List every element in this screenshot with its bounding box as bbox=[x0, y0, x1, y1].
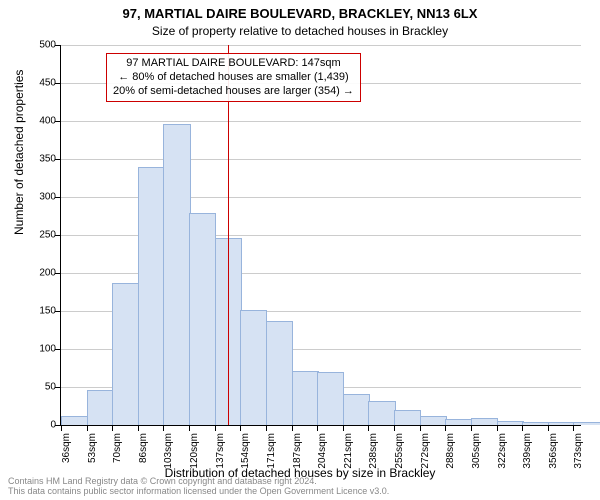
y-tick-label: 250 bbox=[39, 230, 56, 241]
histogram-bar bbox=[548, 422, 575, 425]
y-tick-label: 400 bbox=[39, 116, 56, 127]
footer-line2: This data contains public sector informa… bbox=[8, 487, 389, 497]
x-tick bbox=[292, 425, 293, 431]
histogram-bar bbox=[163, 124, 190, 425]
gridline bbox=[61, 159, 581, 160]
x-tick bbox=[138, 425, 139, 431]
histogram-bar bbox=[61, 416, 88, 425]
gridline bbox=[61, 121, 581, 122]
chart-container: 97, MARTIAL DAIRE BOULEVARD, BRACKLEY, N… bbox=[0, 0, 600, 500]
x-tick bbox=[394, 425, 395, 431]
x-tick bbox=[61, 425, 62, 431]
x-tick bbox=[240, 425, 241, 431]
histogram-bar bbox=[240, 310, 267, 425]
histogram-bar bbox=[112, 283, 139, 425]
y-tick-label: 100 bbox=[39, 344, 56, 355]
annotation-box: 97 MARTIAL DAIRE BOULEVARD: 147sqm← 80% … bbox=[106, 53, 361, 102]
x-tick bbox=[497, 425, 498, 431]
y-tick-label: 300 bbox=[39, 192, 56, 203]
x-tick bbox=[522, 425, 523, 431]
x-tick bbox=[215, 425, 216, 431]
x-tick bbox=[163, 425, 164, 431]
annotation-line2: ← 80% of detached houses are smaller (1,… bbox=[113, 71, 354, 85]
y-tick-label: 500 bbox=[39, 40, 56, 51]
histogram-bar bbox=[317, 372, 344, 425]
x-tick bbox=[420, 425, 421, 431]
x-tick bbox=[368, 425, 369, 431]
x-tick bbox=[317, 425, 318, 431]
histogram-bar bbox=[189, 213, 216, 425]
annotation-line3: 20% of semi-detached houses are larger (… bbox=[113, 85, 354, 99]
histogram-bar bbox=[445, 419, 472, 425]
footer-attribution: Contains HM Land Registry data © Crown c… bbox=[8, 477, 389, 497]
histogram-bar bbox=[292, 371, 319, 425]
annotation-line1: 97 MARTIAL DAIRE BOULEVARD: 147sqm bbox=[113, 57, 354, 71]
x-tick bbox=[266, 425, 267, 431]
gridline bbox=[61, 45, 581, 46]
histogram-bar bbox=[343, 394, 370, 425]
histogram-bar bbox=[522, 422, 549, 425]
y-tick-label: 0 bbox=[50, 420, 56, 431]
chart-title-sub: Size of property relative to detached ho… bbox=[0, 24, 600, 38]
x-tick bbox=[343, 425, 344, 431]
histogram-bar bbox=[368, 401, 395, 425]
y-tick-label: 150 bbox=[39, 306, 56, 317]
histogram-bar bbox=[394, 410, 421, 425]
x-tick bbox=[445, 425, 446, 431]
y-tick-label: 450 bbox=[39, 78, 56, 89]
histogram-bar bbox=[573, 422, 600, 425]
y-tick-label: 200 bbox=[39, 268, 56, 279]
x-tick bbox=[87, 425, 88, 431]
x-tick bbox=[548, 425, 549, 431]
y-tick-label: 50 bbox=[45, 382, 56, 393]
histogram-bar bbox=[471, 418, 498, 425]
y-tick-label: 350 bbox=[39, 154, 56, 165]
histogram-bar bbox=[497, 421, 524, 425]
x-tick bbox=[471, 425, 472, 431]
x-tick bbox=[189, 425, 190, 431]
histogram-bar bbox=[138, 167, 165, 425]
histogram-bar bbox=[266, 321, 293, 425]
x-tick bbox=[112, 425, 113, 431]
histogram-bar bbox=[420, 416, 447, 425]
plot-area: 05010015020025030035040045050036sqm53sqm… bbox=[60, 45, 581, 426]
chart-title-main: 97, MARTIAL DAIRE BOULEVARD, BRACKLEY, N… bbox=[0, 6, 600, 21]
y-axis-title: Number of detached properties bbox=[12, 70, 26, 235]
x-tick bbox=[573, 425, 574, 431]
histogram-bar bbox=[87, 390, 114, 425]
